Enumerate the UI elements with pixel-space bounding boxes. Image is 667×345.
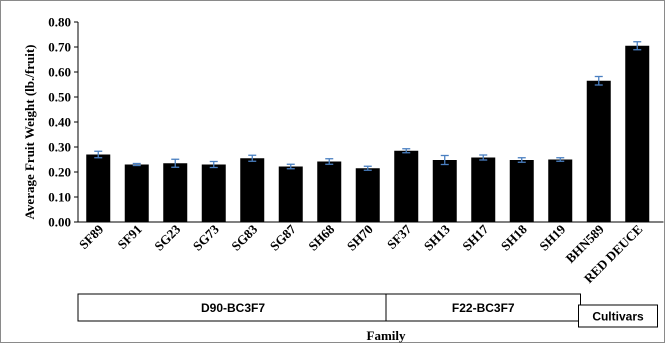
error-bar	[325, 158, 334, 165]
x-tick-label: SH17	[459, 221, 491, 253]
group-box	[77, 293, 389, 322]
y-tick-label: 0.70	[48, 40, 71, 55]
y-axis-title: Average Fruit Weight (lb./fruit)	[22, 45, 37, 220]
error-bar	[556, 157, 565, 162]
error-bar	[633, 41, 642, 51]
y-tick-label: 0.00	[48, 215, 71, 230]
bar-red-deuce	[625, 45, 650, 222]
bar-sh17	[471, 157, 496, 222]
x-tick-label: SG83	[228, 221, 260, 253]
group-box	[385, 293, 581, 322]
error-bar	[402, 148, 411, 154]
bar-sh13	[432, 160, 457, 222]
error-bar	[248, 154, 257, 162]
bar-sh19	[548, 159, 573, 222]
error-bar	[171, 158, 180, 168]
error-bar	[594, 75, 603, 86]
x-tick-label: SH13	[421, 221, 453, 253]
bar-sf89	[86, 154, 111, 222]
y-tick-label: 0.60	[48, 65, 71, 80]
y-tick-label: 0.20	[48, 165, 71, 180]
bar-sh68	[317, 161, 342, 222]
bar-bhn589	[586, 80, 611, 222]
x-tick-label: SH68	[305, 221, 337, 253]
bar-sg73	[201, 164, 226, 222]
x-axis-title: Family	[367, 328, 406, 343]
x-tick-label: SH18	[498, 221, 530, 253]
bar-sh18	[509, 160, 534, 222]
x-tick-label: SF91	[114, 222, 145, 253]
group-label: D90-BC3F7	[201, 301, 265, 315]
y-tick-label: 0.50	[48, 90, 71, 105]
x-tick-label: SF89	[76, 221, 107, 252]
y-tick-label: 0.80	[48, 15, 71, 30]
error-bar	[517, 157, 526, 163]
bar-sg87	[278, 166, 303, 222]
error-bar	[479, 154, 488, 161]
group-label: F22-BC3F7	[452, 301, 515, 315]
error-bar	[363, 165, 372, 171]
x-tick-label: SG73	[190, 221, 222, 253]
y-tick-label: 0.40	[48, 115, 71, 130]
x-tick-label: SF37	[384, 221, 415, 252]
group-label: Cultivars	[592, 310, 644, 324]
bar-sh70	[355, 168, 380, 222]
x-tick-label: SG87	[267, 221, 299, 253]
error-bar	[94, 150, 103, 159]
bar-sf91	[124, 164, 149, 222]
bar-sg83	[240, 158, 265, 222]
error-bar	[286, 163, 295, 170]
y-tick-label: 0.10	[48, 190, 71, 205]
error-bar	[209, 160, 218, 169]
x-tick-label: SH19	[536, 221, 568, 253]
y-tick-label: 0.30	[48, 140, 71, 155]
error-bar	[440, 154, 449, 166]
x-tick-label: SH70	[344, 222, 376, 254]
bar-sf37	[394, 150, 419, 222]
group-box	[578, 304, 658, 328]
bar-sg23	[163, 163, 188, 222]
error-bar	[132, 162, 141, 167]
x-tick-label: SG23	[151, 221, 183, 253]
